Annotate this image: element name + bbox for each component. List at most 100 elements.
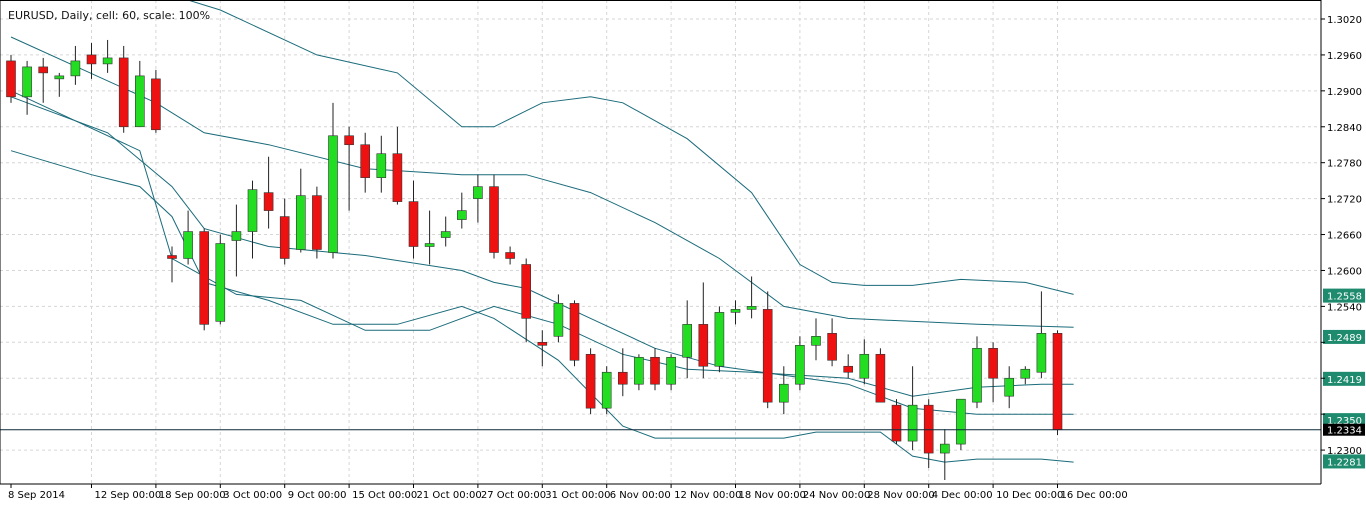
candle-bull xyxy=(70,60,81,77)
candle-bull xyxy=(778,383,789,403)
candle-bear xyxy=(1052,333,1063,431)
candle-bull xyxy=(730,309,741,313)
y-tick-label: 1.2840 xyxy=(1327,123,1362,134)
candle-bull xyxy=(601,371,612,409)
current-price-marker xyxy=(1323,423,1365,436)
y-tick-label: 1.2300 xyxy=(1327,446,1362,457)
y-tick-label: 1.2660 xyxy=(1327,231,1362,242)
candle-bear xyxy=(312,195,322,250)
candle-bull xyxy=(1004,377,1015,397)
x-tick-label: 16 Dec 00:00 xyxy=(1061,490,1128,501)
x-tick-label: 21 Oct 00:00 xyxy=(417,490,482,501)
candle-bull xyxy=(231,231,242,241)
price-marker xyxy=(1323,288,1365,303)
candle-bear xyxy=(38,66,49,74)
candle-bear xyxy=(392,153,403,202)
candle-bull xyxy=(811,336,821,346)
price-marker xyxy=(1323,413,1365,428)
x-tick-label: 10 Dec 00:00 xyxy=(996,490,1063,501)
candle-bear xyxy=(279,216,290,259)
candle-bull xyxy=(1036,333,1047,373)
candle-bear xyxy=(762,309,773,403)
price-marker-label: 1.2350 xyxy=(1327,416,1362,427)
candle-bear xyxy=(827,333,837,361)
price-marker-label: 1.2489 xyxy=(1327,333,1362,344)
candle-bull xyxy=(247,189,258,232)
x-tick-label: 12 Sep 00:00 xyxy=(95,490,162,501)
candle-bull xyxy=(956,398,966,445)
current-price-label: 1.2334 xyxy=(1327,426,1362,437)
candle-bull xyxy=(714,312,725,367)
candle-bear xyxy=(843,365,854,373)
candle-bear xyxy=(875,353,886,403)
candle-bear xyxy=(408,201,419,247)
x-tick-label: 8 Sep 2014 xyxy=(8,490,65,501)
x-tick-label: 18 Sep 00:00 xyxy=(159,490,226,501)
candle-bear xyxy=(537,342,548,346)
x-tick-label: 18 Nov 00:00 xyxy=(739,490,806,501)
candle-bear xyxy=(521,264,532,319)
candle-bull xyxy=(456,210,467,220)
candle-bear xyxy=(505,252,515,259)
candle-bear xyxy=(923,404,934,454)
candle-bull xyxy=(682,324,693,358)
candle-bull xyxy=(634,356,644,385)
candle-bull xyxy=(183,231,193,259)
candle-bull xyxy=(102,57,113,65)
price-marker xyxy=(1323,329,1365,344)
candle-bear xyxy=(698,324,709,367)
band-upper-outer xyxy=(186,0,1074,295)
x-tick-label: 15 Oct 00:00 xyxy=(352,490,417,501)
x-tick-label: 12 Nov 00:00 xyxy=(674,490,741,501)
candle-bear xyxy=(569,303,580,361)
candle-bear xyxy=(988,347,998,379)
y-tick-label: 1.3020 xyxy=(1327,15,1362,26)
candle-bear xyxy=(891,404,902,442)
candle-bull xyxy=(907,404,918,442)
x-tick-label: 6 Nov 00:00 xyxy=(610,490,671,501)
x-tick-label: 28 Nov 00:00 xyxy=(867,490,934,501)
candle-bull xyxy=(328,135,338,253)
y-tick-label: 1.2900 xyxy=(1327,87,1362,98)
price-marker-label: 1.2419 xyxy=(1327,375,1362,386)
price-marker-label: 1.2281 xyxy=(1327,457,1362,468)
candle-bear xyxy=(167,255,177,259)
band-upper-inner xyxy=(10,36,1074,328)
candle-bull xyxy=(376,153,387,178)
x-tick-label: 9 Oct 00:00 xyxy=(288,490,347,501)
candle-bear xyxy=(6,60,16,98)
candle-bear xyxy=(585,353,596,409)
y-tick-label: 1.2540 xyxy=(1327,302,1362,313)
candle-bull xyxy=(215,243,226,322)
candle-bull xyxy=(135,75,145,128)
candle-bear xyxy=(360,144,371,178)
y-tick-label: 1.2720 xyxy=(1327,195,1362,206)
x-tick-label: 27 Oct 00:00 xyxy=(481,490,546,501)
candle-bear xyxy=(118,57,129,128)
candle-bear xyxy=(263,192,274,211)
chart-header: EURUSD, Daily, cell: 60, scale: 100% xyxy=(8,9,210,22)
candle-bear xyxy=(489,186,499,253)
candle-bull xyxy=(553,303,564,337)
candle-bull xyxy=(54,75,65,80)
y-tick-label: 1.2600 xyxy=(1327,266,1362,277)
candle-bear xyxy=(151,78,161,131)
candle-bull xyxy=(1020,368,1031,379)
candle-bull xyxy=(746,306,757,310)
candle-bull xyxy=(440,231,451,238)
plot-area xyxy=(0,0,1321,484)
candle-bull xyxy=(859,353,870,379)
x-tick-label: 4 Dec 00:00 xyxy=(932,490,993,501)
candle-bear xyxy=(650,356,660,385)
candle-bull xyxy=(939,443,950,454)
candle-bear xyxy=(86,54,97,65)
candle-bull xyxy=(424,243,435,247)
x-tick-label: 31 Oct 00:00 xyxy=(545,490,610,501)
candle-bull xyxy=(666,356,676,385)
price-marker-label: 1.2558 xyxy=(1327,292,1362,303)
candles xyxy=(6,39,1063,481)
y-tick-label: 1.2960 xyxy=(1327,51,1362,62)
